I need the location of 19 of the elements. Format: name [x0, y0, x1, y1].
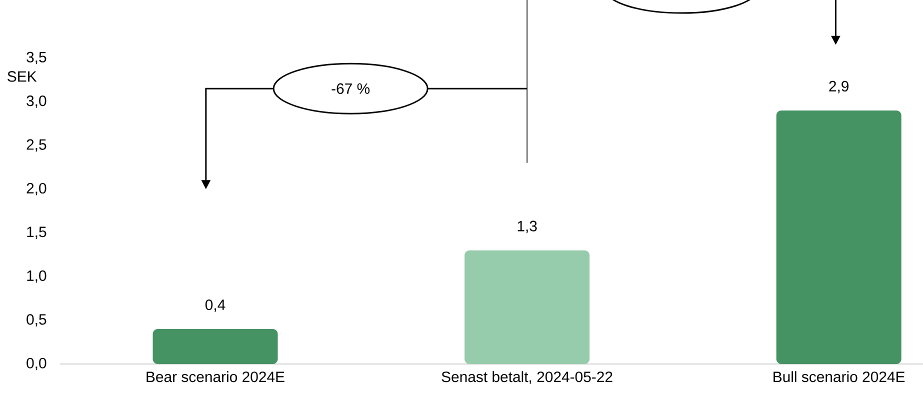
y-tick-label: 3,0	[26, 96, 46, 108]
y-tick-label: 3,5	[26, 52, 46, 64]
annotation: -67 %	[332, 83, 370, 94]
data-label: 0,4	[205, 300, 226, 312]
bar	[776, 110, 902, 364]
y-tick-label: 2,5	[26, 139, 46, 152]
y-tick-label: 1,0	[27, 270, 46, 283]
y-tick-label: 0,0	[26, 358, 46, 370]
x-tick-label: Bull scenario 2024E	[774, 371, 905, 382]
y-axis-title: SEK	[8, 71, 37, 82]
x-tick-label: Senast betalt, 2024-05-22	[442, 371, 612, 384]
y-tick-label: 2,0	[26, 182, 46, 196]
bar	[152, 329, 278, 364]
data-label: 2,9	[829, 80, 848, 94]
y-tick-label: 1,5	[27, 226, 46, 239]
data-label: 1,3	[518, 220, 537, 234]
y-tick-label: 0,5	[26, 314, 46, 326]
x-tick-label: Bear scenario 2024E	[146, 371, 284, 382]
bar	[464, 250, 590, 364]
